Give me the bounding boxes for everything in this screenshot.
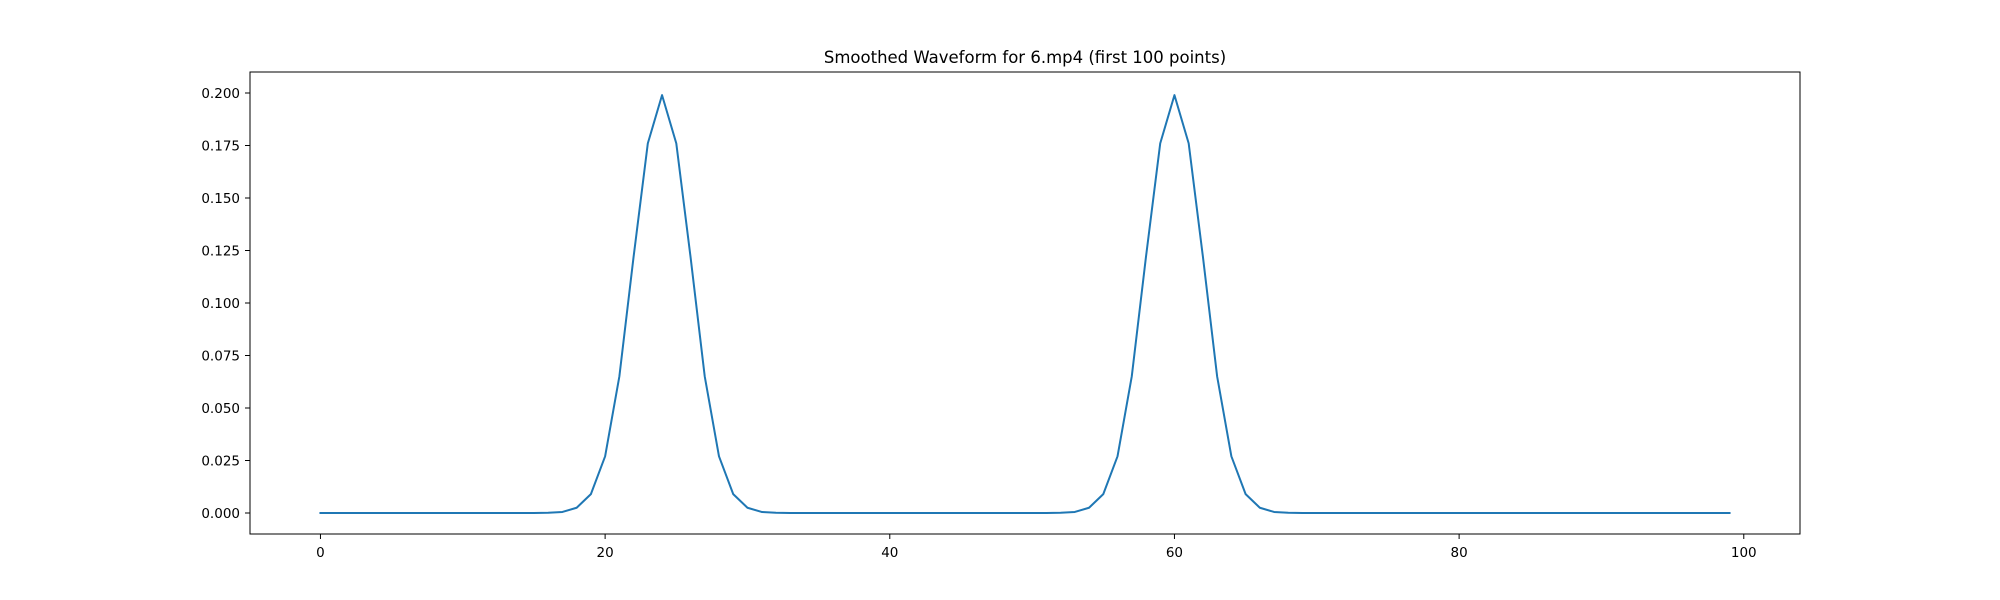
x-tick-label: 40 [881,545,898,561]
series-line [319,94,1731,514]
y-axis: 0.000 0.025 0.050 0.075 0.100 0.125 0.150 0.175… [201,86,250,522]
x-tick-label: 60 [1166,545,1183,561]
x-tick-label: 80 [1451,545,1468,561]
y-tick-label: 0.000 [201,506,240,522]
x-tick-label: 20 [597,545,614,561]
plot-area [319,94,1731,514]
x-tick-label: 0 [316,545,325,561]
x-axis: 0 20 40 60 80 100 [316,534,1757,561]
y-tick-label: 0.100 [201,296,240,312]
y-tick-label: 0.050 [201,401,240,417]
chart-title: Smoothed Waveform for 6.mp4 (first 100 p… [824,48,1226,67]
y-tick-label: 0.025 [201,454,240,470]
y-tick-label: 0.125 [201,244,240,260]
y-tick-label: 0.175 [201,139,240,155]
y-tick-label: 0.075 [201,349,240,365]
x-tick-label: 100 [1731,545,1757,561]
y-tick-label: 0.150 [201,191,240,207]
y-tick-label: 0.200 [201,86,240,102]
